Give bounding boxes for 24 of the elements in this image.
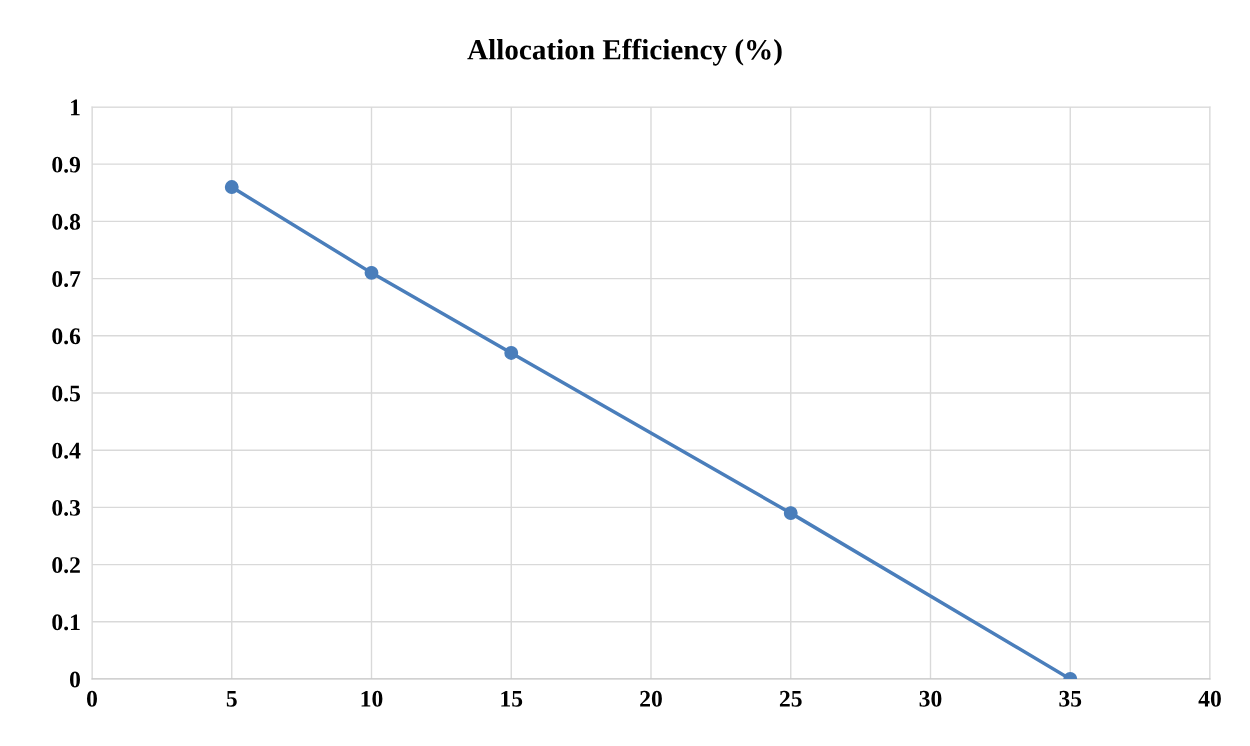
y-tick-label: 1	[70, 99, 80, 116]
chart-title: Allocation Efficiency (%)	[467, 38, 782, 66]
y-tick-label: 0.8	[52, 213, 81, 230]
x-tick-label: 35	[1059, 690, 1082, 707]
point	[504, 346, 519, 360]
y-tick-label: 0	[69, 671, 80, 688]
x-tick-label: 0	[87, 690, 97, 707]
point	[364, 265, 379, 280]
x-tick-label: 20	[640, 690, 662, 707]
x-tick-label: 5	[226, 691, 237, 707]
x-tick-label: 25	[779, 690, 802, 707]
y-tick-label: 0.7	[52, 271, 81, 288]
point	[224, 180, 239, 195]
y-tick-label: 0.4	[52, 442, 81, 459]
x-tick-label: 10	[361, 690, 383, 707]
y-tick-label: 0.1	[52, 614, 80, 631]
x-tick-label: 15	[501, 690, 523, 707]
x-tick-label: 40	[1198, 690, 1221, 707]
x-tick-label: 30	[919, 690, 942, 707]
y-tick-label: 0.3	[52, 499, 81, 516]
y-tick-label: 0.5	[52, 385, 81, 402]
y-tick-label: 0.6	[52, 328, 81, 345]
y-tick-label: 0.2	[52, 557, 80, 574]
y-tick-label: 0.9	[52, 156, 81, 173]
